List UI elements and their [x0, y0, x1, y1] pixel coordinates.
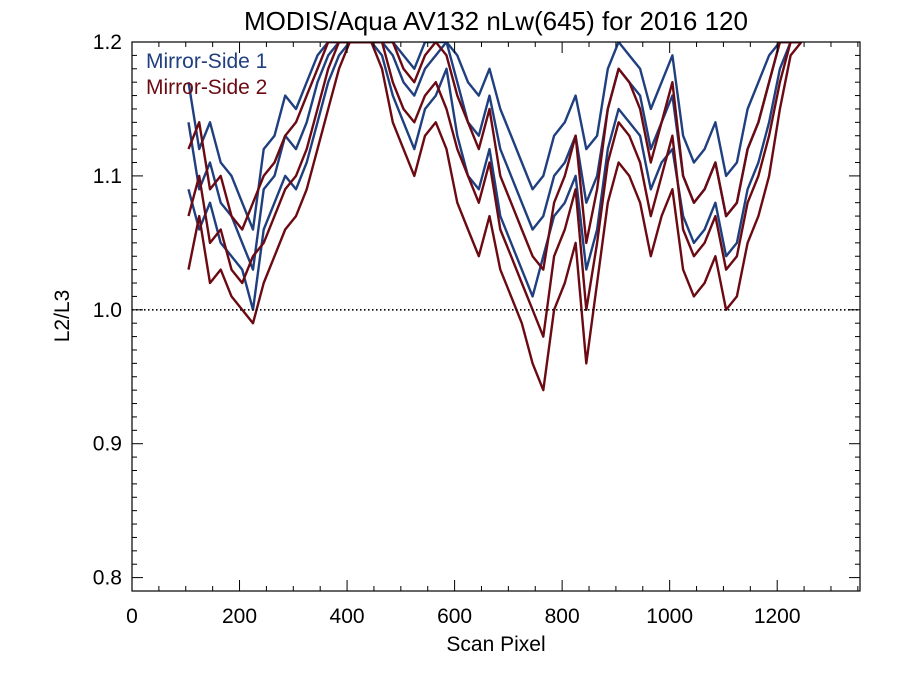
legend: Mirror-Side 1 Mirror-Side 2	[146, 50, 267, 99]
y-tick-label: 0.9	[93, 433, 122, 456]
y-tick-label: 1.2	[93, 31, 122, 54]
x-axis-label: Scan Pixel	[446, 633, 545, 656]
y-axis-label: L2/L3	[51, 290, 74, 343]
x-tick-label: 1000	[646, 605, 693, 628]
x-tick-label: 600	[437, 605, 472, 628]
series-line-4	[187, 42, 802, 338]
series-line-1	[187, 42, 802, 271]
x-tick-label: 200	[222, 605, 257, 628]
y-tick-label: 1.0	[93, 299, 122, 322]
legend-entry: Mirror-Side 2	[146, 76, 267, 99]
y-tick-label: 1.1	[93, 165, 122, 188]
chart-title: MODIS/Aqua AV132 nLw(645) for 2016 120	[244, 6, 748, 36]
x-tick-label: 800	[545, 605, 580, 628]
series-line-3	[187, 42, 802, 231]
y-tick-label: 0.8	[93, 567, 122, 590]
series-line-6	[187, 42, 802, 271]
x-tick-label: 0	[126, 605, 138, 628]
x-tick-label: 1200	[754, 605, 801, 628]
series-line-5	[187, 42, 803, 392]
legend-entry: Mirror-Side 1	[146, 50, 267, 73]
axes-layer: 0 200 400 600 800 1000 1200 0.8 0.9 1.0 1.1 1.2	[93, 31, 861, 628]
series-layer	[187, 42, 803, 392]
x-tick-label: 400	[330, 605, 365, 628]
plot-frame	[131, 41, 861, 592]
